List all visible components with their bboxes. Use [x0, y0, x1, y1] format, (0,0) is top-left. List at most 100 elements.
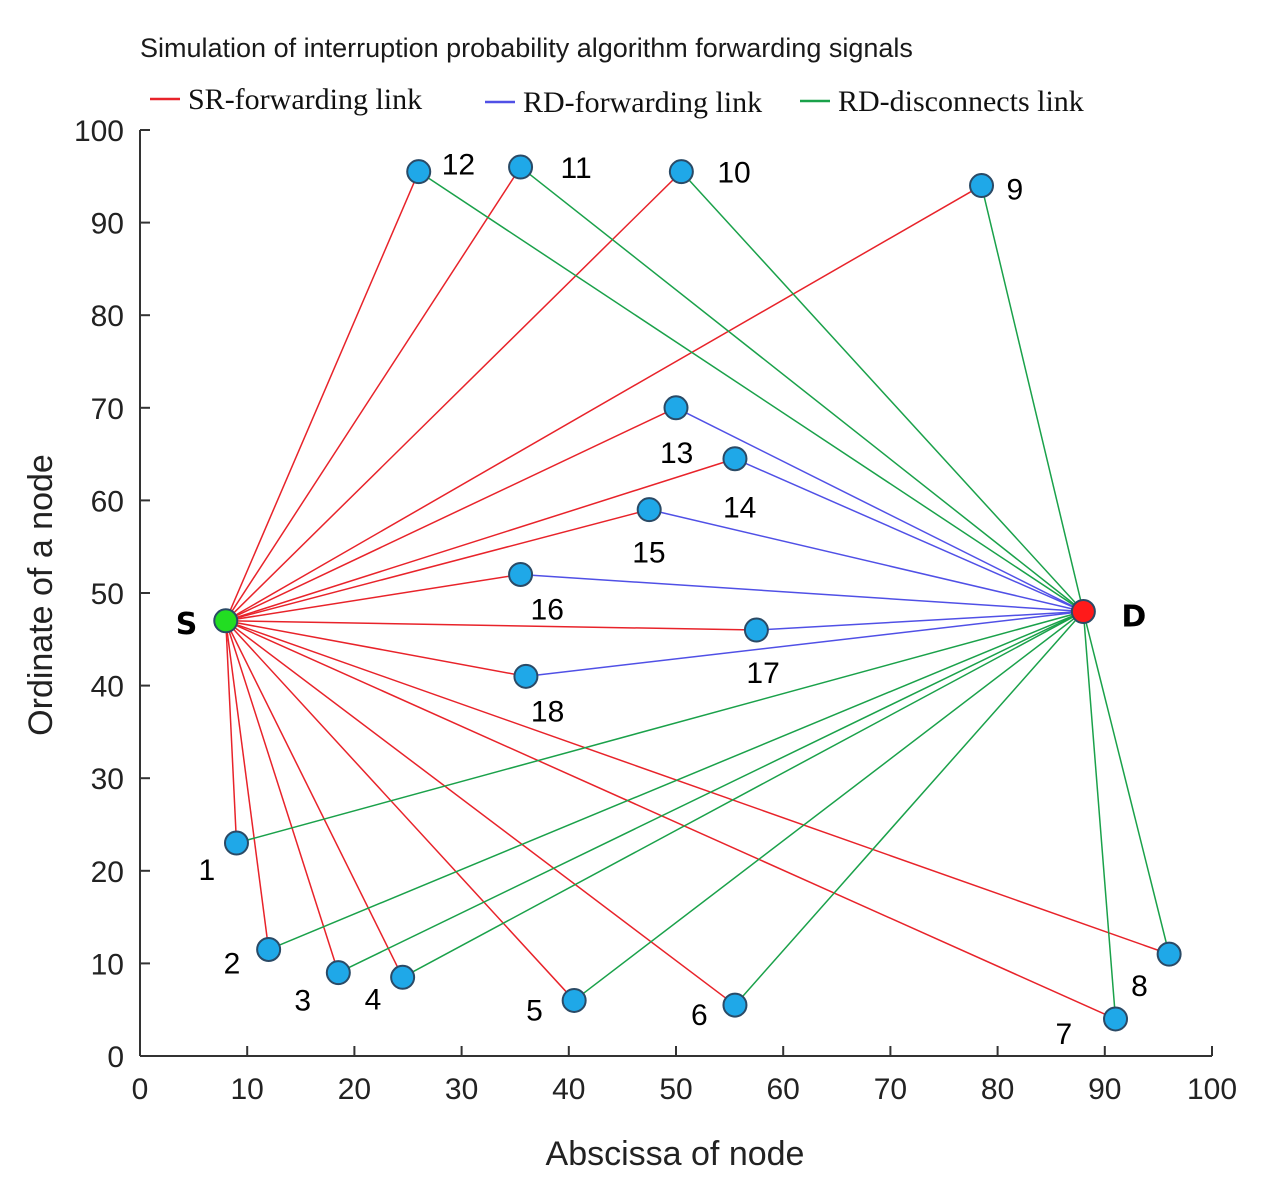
node-label-18: 18: [531, 695, 564, 728]
node-13: [663, 395, 689, 421]
link-sr-S-13: [225, 407, 677, 622]
node-label-10: 10: [717, 157, 750, 190]
y-tick-label: 90: [91, 208, 124, 241]
node-label-17: 17: [746, 657, 779, 690]
node-10: [668, 159, 694, 185]
node-17: [743, 617, 769, 643]
link-sr-S-2: [225, 620, 270, 950]
y-tick-label: 30: [91, 763, 124, 796]
y-tick-label: 70: [91, 393, 124, 426]
link-sr-S-7: [225, 620, 1116, 1020]
y-tick-label: 80: [91, 300, 124, 333]
link-sr-S-12: [225, 171, 420, 622]
link-sr-S-9: [225, 184, 982, 622]
link-sr-S-11: [225, 166, 522, 622]
x-tick-label: 60: [767, 1073, 800, 1106]
link-sr-S-1: [225, 620, 238, 844]
link-dis-8-D: [1082, 611, 1170, 955]
node-label-1: 1: [198, 854, 215, 887]
node-12: [406, 159, 432, 185]
links-layer: [225, 166, 1170, 1020]
node-4: [390, 964, 416, 990]
node-label-13: 13: [660, 437, 693, 470]
node-8: [1156, 941, 1182, 967]
x-tick-label: 50: [659, 1073, 692, 1106]
nodes-layer: [213, 154, 1182, 1032]
link-sr-S-16: [225, 573, 521, 622]
legend-label-dis: RD-disconnects link: [838, 85, 1084, 118]
node-label-3: 3: [294, 985, 311, 1018]
node-3: [325, 960, 351, 986]
node-label-S: S: [176, 607, 198, 642]
link-dis-10-D: [680, 171, 1084, 613]
link-sr-S-5: [225, 620, 575, 1001]
legend-label-sr: SR-forwarding link: [188, 83, 422, 116]
axes: 0 10 20 30 40 50 60 70 80 90 100 0 10 20 30 40 50 60 70 80 9…: [74, 115, 1237, 1106]
node-D: [1070, 599, 1096, 625]
node-label-9: 9: [1007, 174, 1024, 207]
link-dis-9-D: [980, 185, 1085, 612]
x-tick-label: 70: [874, 1073, 907, 1106]
y-tick-label: 100: [74, 115, 124, 148]
node-6: [722, 992, 748, 1018]
link-dis-1-D: [236, 610, 1084, 844]
x-tick-label: 10: [231, 1073, 264, 1106]
x-tick-label: 20: [338, 1073, 371, 1106]
x-tick-label: 40: [552, 1073, 585, 1106]
link-rd-13-D: [675, 407, 1084, 613]
link-sr-S-8: [225, 620, 1170, 955]
link-dis-6-D: [734, 611, 1084, 1006]
legend-label-rd: RD-forwarding link: [523, 86, 762, 119]
x-tick-label: 30: [445, 1073, 478, 1106]
node-11: [508, 154, 534, 180]
link-dis-11-D: [520, 166, 1084, 613]
node-label-16: 16: [531, 593, 564, 626]
node-7: [1103, 1006, 1129, 1032]
node-14: [722, 446, 748, 472]
link-dis-12-D: [418, 171, 1084, 613]
link-sr-S-15: [225, 508, 650, 622]
y-tick-label: 60: [91, 485, 124, 518]
node-S: [213, 608, 239, 634]
link-rd-14-D: [734, 458, 1084, 613]
node-label-2: 2: [224, 948, 241, 981]
node-label-15: 15: [632, 537, 665, 570]
chart-title: Simulation of interruption probability a…: [140, 33, 913, 63]
y-tick-label: 50: [91, 578, 124, 611]
link-dis-4-D: [402, 610, 1084, 978]
link-rd-18-D: [525, 610, 1084, 678]
link-sr-S-10: [225, 171, 682, 622]
node-label-4: 4: [365, 983, 382, 1016]
node-2: [256, 937, 282, 963]
node-label-12: 12: [442, 149, 475, 182]
node-18: [513, 663, 539, 689]
link-sr-S-18: [225, 620, 527, 678]
link-dis-7-D: [1082, 611, 1117, 1020]
link-sr-S-14: [225, 458, 736, 622]
x-tick-label: 0: [132, 1073, 149, 1106]
link-dis-2-D: [268, 610, 1084, 951]
node-label-11: 11: [561, 152, 592, 185]
node-label-D: D: [1121, 600, 1146, 635]
x-tick-label: 100: [1187, 1073, 1237, 1106]
node-label-14: 14: [723, 492, 756, 525]
link-sr-S-17: [225, 620, 757, 631]
node-label-8: 8: [1131, 970, 1148, 1003]
link-sr-S-4: [225, 620, 404, 978]
node-5: [561, 987, 587, 1013]
node-15: [636, 497, 662, 523]
y-tick-label: 0: [107, 1041, 124, 1074]
node-9: [969, 173, 995, 199]
node-label-5: 5: [526, 994, 543, 1027]
y-tick-label: 10: [91, 948, 124, 981]
link-dis-3-D: [337, 610, 1084, 974]
x-tick-label: 90: [1088, 1073, 1121, 1106]
link-sr-S-6: [225, 620, 736, 1006]
link-rd-17-D: [756, 610, 1084, 631]
x-tick-label: 80: [981, 1073, 1014, 1106]
legend: SR-forwarding link RD-forwarding link RD-d…: [150, 83, 1084, 119]
y-axis-label: Ordinate of a node: [22, 454, 60, 736]
y-tick-label: 40: [91, 671, 124, 704]
